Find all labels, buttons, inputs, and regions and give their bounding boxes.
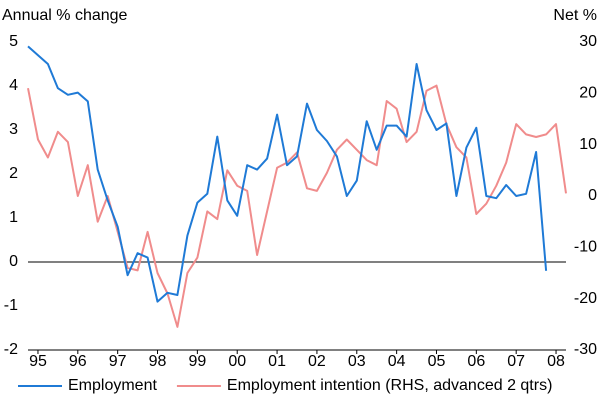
y2-tick-label: 10 [579,136,597,153]
y2-tick-label: -20 [574,290,597,307]
x-tick-label: 06 [467,353,485,370]
x-tick-label: 95 [29,353,47,370]
x-tick-label: 08 [547,353,565,370]
y2-axis-title: Net % [553,7,597,24]
y-tick-label: 0 [9,253,18,270]
y-tick-label: -1 [4,297,18,314]
y-tick-label: 2 [9,165,18,182]
legend-label: Employment [68,377,157,394]
series-line [27,84,567,328]
x-tick-label: 00 [228,353,246,370]
x-tick-label: 99 [188,353,206,370]
x-tick-label: 05 [428,353,446,370]
x-tick-label: 01 [268,353,286,370]
y2-tick-label: 30 [579,33,597,50]
series-line [27,45,548,303]
y2-tick-label: -30 [574,341,597,358]
y-tick-label: 5 [9,33,18,50]
y-axis-title: Annual % change [2,7,128,24]
y-tick-label: 4 [9,77,18,94]
x-tick-label: 97 [109,353,127,370]
x-tick-label: 03 [348,353,366,370]
x-tick-label: 02 [308,353,326,370]
y2-tick-label: 20 [579,85,597,102]
y-tick-label: 1 [9,209,18,226]
x-tick-label: 04 [388,353,406,370]
y-tick-label: -2 [4,341,18,358]
x-tick-label: 07 [507,353,525,370]
x-tick-label: 98 [149,353,167,370]
x-tick-label: 96 [69,353,87,370]
y-tick-label: 3 [9,121,18,138]
y2-tick-label: 0 [588,187,597,204]
y2-tick-label: -10 [574,239,597,256]
legend-label: Employment intention (RHS, advanced 2 qt… [227,377,552,394]
